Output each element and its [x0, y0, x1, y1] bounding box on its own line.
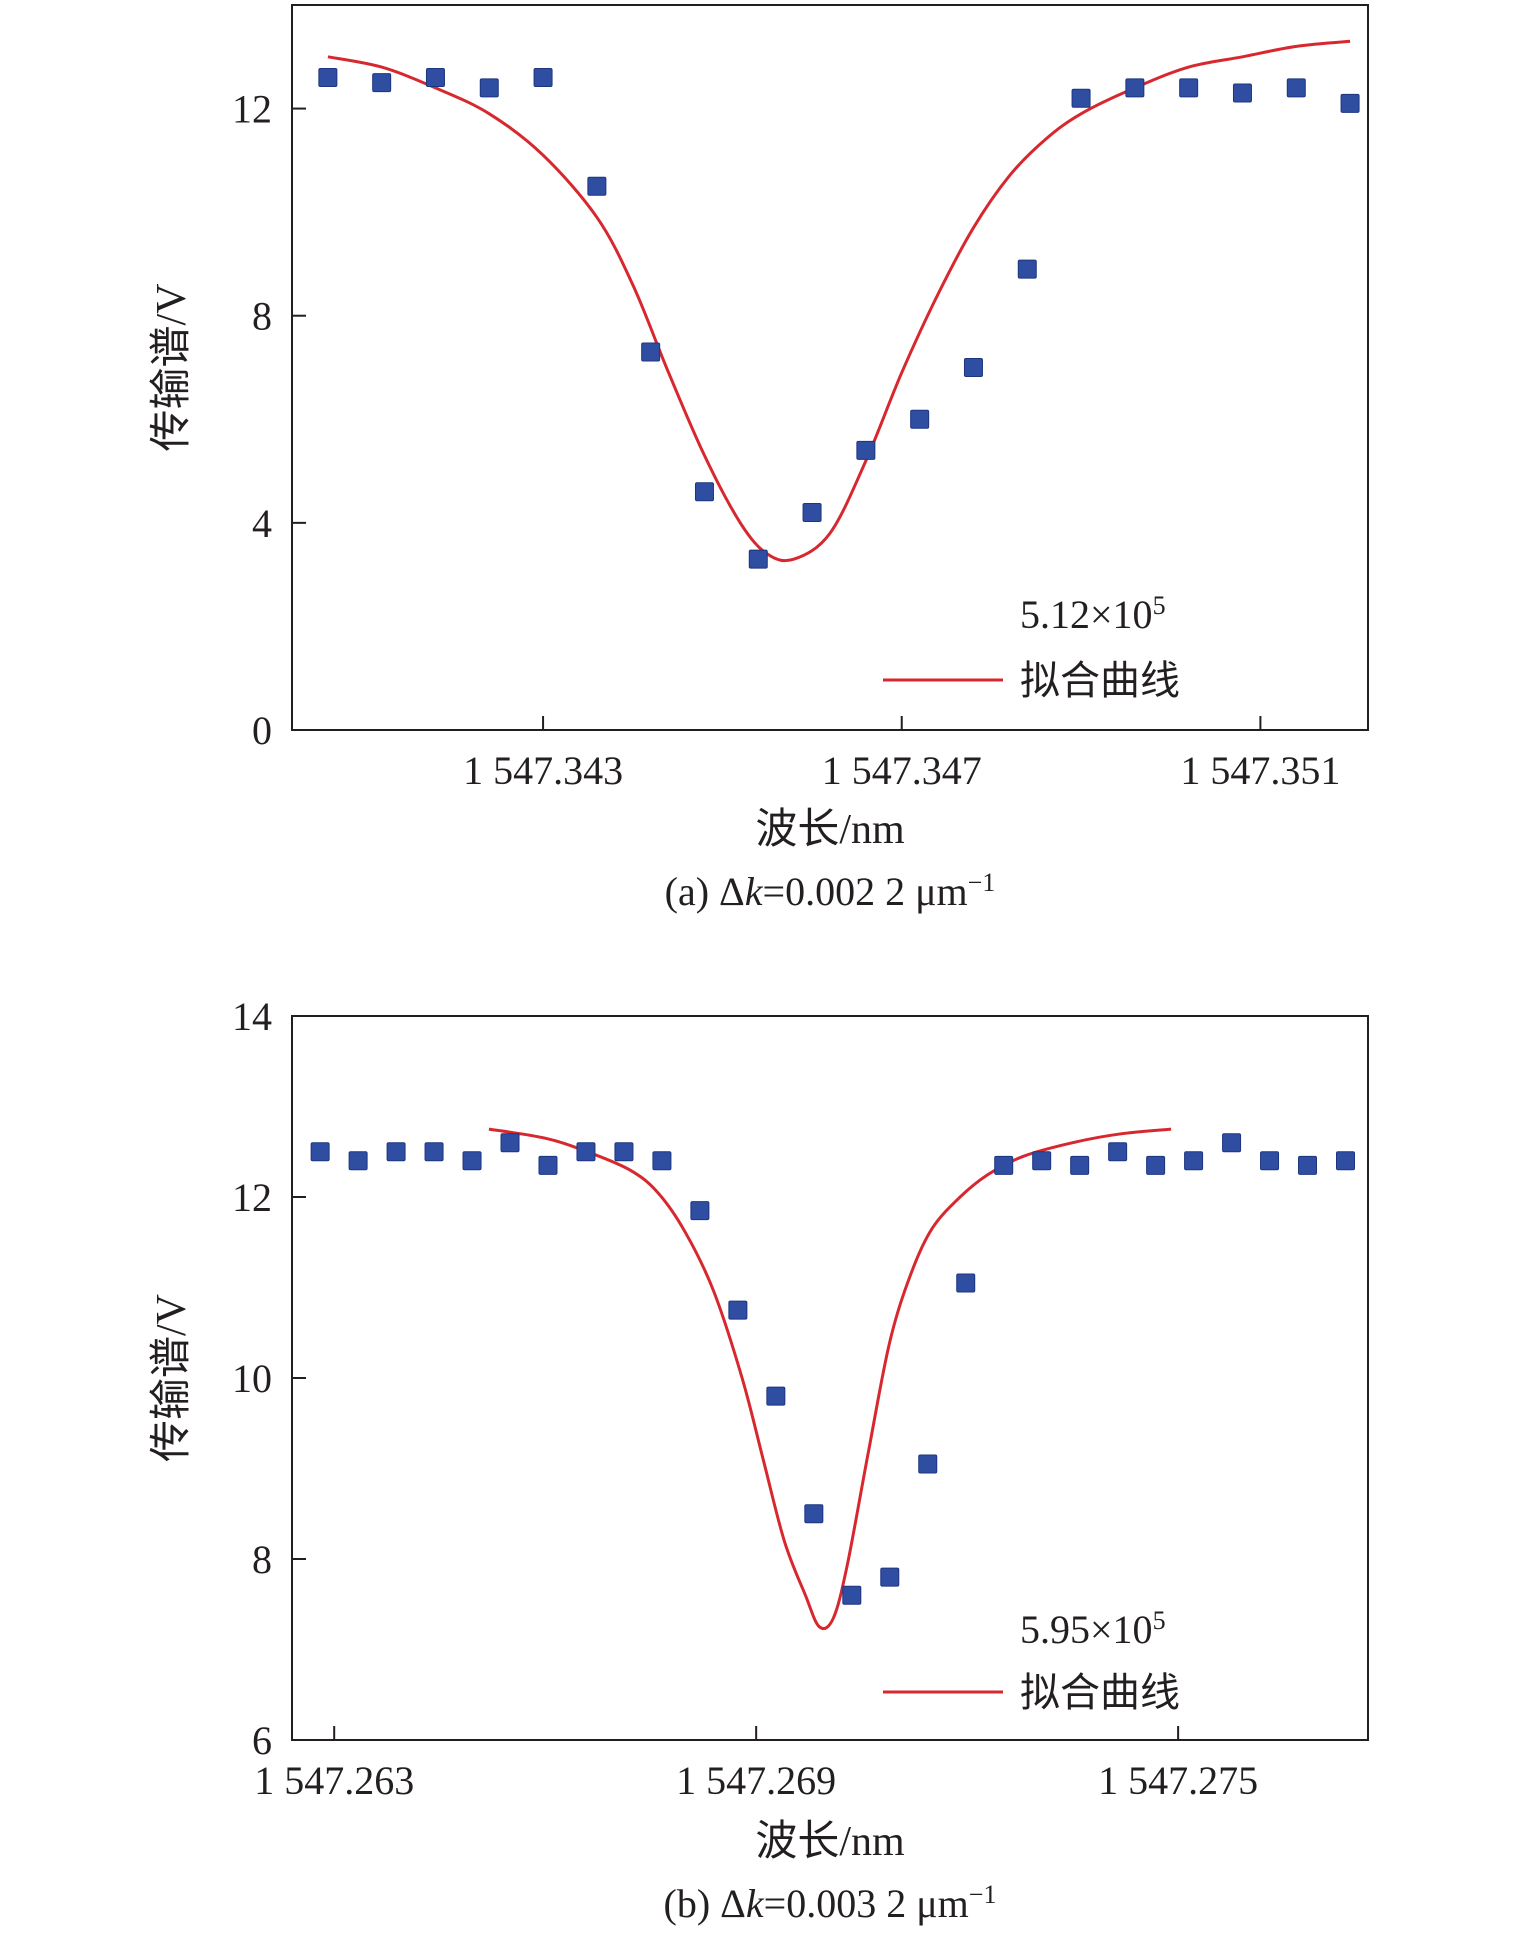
data-point [479, 78, 499, 98]
legend-label-data: 5.12×105 [1020, 591, 1166, 637]
data-point [1298, 1155, 1318, 1175]
data-point [880, 1567, 900, 1587]
y-tick-label: 8 [252, 294, 272, 339]
x-tick-label: 1 547.351 [1180, 748, 1340, 793]
data-point [856, 440, 876, 460]
y-tick-label: 4 [252, 501, 272, 546]
y-tick-label: 12 [232, 1175, 272, 1220]
chart-panel-b: 1 547.263 1 547.269 1 547.275 6 8 10 12 14 波长/nm… [149, 994, 1369, 1926]
data-point [766, 1386, 786, 1406]
data-point [1222, 1133, 1242, 1153]
data-point [614, 1142, 634, 1162]
data-point [956, 1273, 976, 1293]
data-point [910, 409, 930, 429]
y-tick-label: 0 [252, 708, 272, 753]
data-point [386, 1142, 406, 1162]
data-point [1335, 1151, 1355, 1171]
data-point [652, 1151, 672, 1171]
y-tick-label: 12 [232, 87, 272, 132]
legend-label-fit: 拟合曲线 [1020, 1670, 1180, 1715]
data-point [587, 176, 607, 196]
data-point [1125, 78, 1145, 98]
data-point [538, 1155, 558, 1175]
plot-frame [291, 1015, 1369, 1741]
y-tick-label: 6 [252, 1718, 272, 1763]
data-point [500, 1133, 520, 1153]
data-point [318, 68, 338, 87]
data-point [1070, 1155, 1090, 1175]
panel-caption: (a) Δk=0.002 2 μm−1 [665, 868, 996, 914]
data-point [802, 503, 822, 522]
data-point [1108, 1142, 1128, 1162]
legend-label-data: 5.95×105 [1020, 1606, 1166, 1652]
data-point [963, 358, 983, 377]
x-axis-label: 波长/nm [755, 807, 905, 853]
data-point [424, 1142, 444, 1162]
y-tick-label: 14 [232, 994, 272, 1039]
x-tick-label: 1 547.263 [254, 1758, 414, 1803]
data-point [310, 1142, 330, 1162]
x-axis-label: 波长/nm [755, 1819, 905, 1865]
data-point [533, 68, 553, 87]
plot-frame [291, 4, 1369, 731]
x-tick-label: 1 547.343 [463, 748, 623, 793]
y-axis-label: 传输谱/V [149, 1294, 195, 1462]
y-tick-label: 10 [232, 1356, 272, 1401]
legend-label-fit: 拟合曲线 [1020, 658, 1180, 703]
data-point [1017, 259, 1037, 279]
data-point [641, 342, 661, 362]
chart-panel-a: 1 547.343 1 547.347 1 547.351 0 4 8 12 波长/nm 传输谱… [149, 4, 1369, 914]
fit-curve-line [327, 39, 1351, 563]
data-point [1179, 78, 1199, 98]
fit-curve-line [488, 1127, 1172, 1631]
data-point [918, 1454, 938, 1474]
data-point [1146, 1155, 1166, 1175]
data-point [462, 1151, 482, 1171]
data-point [994, 1155, 1014, 1175]
data-point [425, 68, 445, 87]
x-tick-label: 1 547.275 [1098, 1758, 1258, 1803]
data-point [1184, 1151, 1204, 1171]
data-point [1071, 88, 1091, 108]
x-tick-label: 1 547.269 [676, 1758, 836, 1803]
data-point [694, 482, 714, 502]
data-point [348, 1151, 368, 1171]
y-tick-label: 8 [252, 1537, 272, 1582]
data-point [1340, 93, 1360, 113]
data-point [1232, 83, 1252, 103]
data-point [1032, 1151, 1052, 1171]
y-axis-label: 传输谱/V [149, 283, 195, 451]
data-point [576, 1142, 596, 1162]
data-point [690, 1201, 710, 1221]
data-point [728, 1300, 748, 1320]
x-tick-label: 1 547.347 [822, 748, 982, 793]
data-point [1260, 1151, 1280, 1171]
data-point [1286, 78, 1306, 98]
data-point [804, 1504, 824, 1524]
data-point [748, 549, 768, 569]
data-point [842, 1585, 862, 1605]
data-point [372, 73, 392, 93]
panel-caption: (b) Δk=0.003 2 μm−1 [664, 1880, 997, 1926]
